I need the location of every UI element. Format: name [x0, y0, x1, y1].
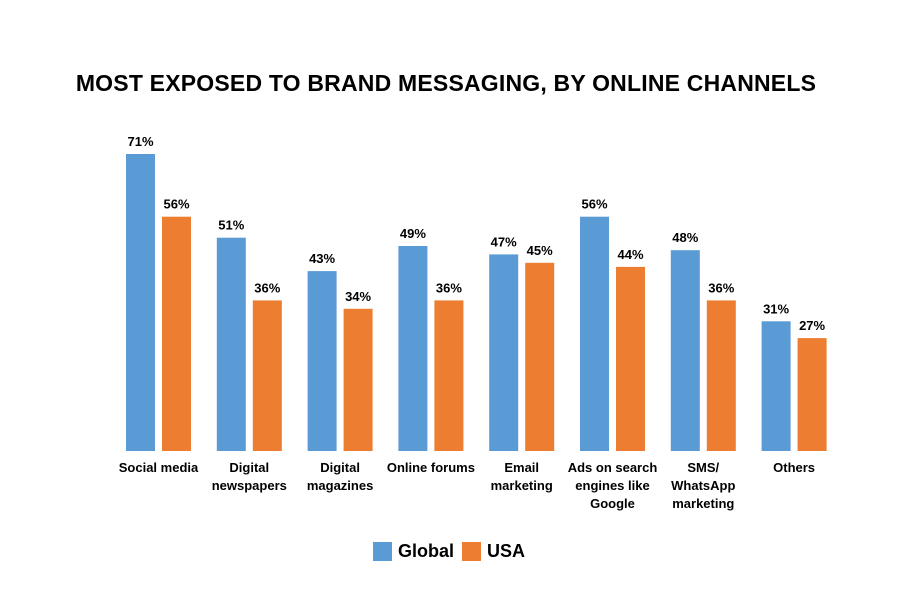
- value-label-usa-7: 27%: [799, 318, 825, 333]
- legend-label-usa: USA: [487, 541, 526, 561]
- category-label-1: Digital newspapers: [212, 460, 287, 493]
- category-label-4: Email marketing: [491, 460, 553, 493]
- category-label-6: SMS/WhatsApp marketing: [671, 460, 735, 511]
- legend-item-global: Global: [372, 541, 454, 562]
- bar-usa-6: [706, 300, 736, 451]
- bar-usa-5: [616, 266, 645, 451]
- value-label-global-7: 31%: [763, 301, 789, 316]
- value-label-global-6: 48%: [672, 230, 698, 245]
- legend-item-usa: USA: [462, 541, 525, 562]
- bar-usa-4: [525, 262, 555, 451]
- bar-usa-3: [434, 300, 464, 451]
- bar-global-7: [761, 321, 791, 451]
- bar-usa-1: [252, 300, 282, 451]
- value-label-global-2: 43%: [309, 251, 335, 266]
- legend-swatch-usa: [462, 542, 481, 561]
- category-labels-layer: Social media Digital newspapers Digital maga…: [119, 460, 815, 511]
- bar-global-0: [126, 154, 155, 451]
- bar-global-2: [307, 271, 337, 451]
- bar-usa-7: [797, 338, 827, 451]
- chart-title: MOST EXPOSED TO BRAND MESSAGING, BY ONLI…: [75, 70, 817, 96]
- legend-label-global: Global: [397, 541, 454, 561]
- category-label-0: Social media: [119, 460, 199, 475]
- category-label-5: Ads on search engines like Google: [568, 460, 658, 511]
- value-label-usa-4: 45%: [527, 243, 553, 258]
- bar-usa-0: [162, 216, 191, 451]
- category-label-3: Online forums: [387, 460, 475, 475]
- bar-global-1: [216, 237, 246, 451]
- legend: Global USA: [0, 541, 898, 562]
- legend-swatch-global: [372, 542, 392, 561]
- bar-global-5: [580, 216, 609, 451]
- bar-usa-2: [343, 308, 373, 451]
- value-label-usa-1: 36%: [254, 280, 280, 295]
- value-label-global-4: 47%: [491, 234, 517, 249]
- value-label-global-5: 56%: [581, 197, 607, 212]
- value-labels-layer: 71% 56% 51% 36% 43% 34% 49% 36% 47% 45% 56% 44% 48% 3…: [127, 134, 825, 333]
- category-label-7: Others: [773, 460, 815, 475]
- category-label-2: Digital magazines: [307, 460, 373, 493]
- bar-global-3: [398, 246, 428, 451]
- value-label-usa-5: 44%: [617, 247, 643, 262]
- value-label-usa-3: 36%: [436, 280, 462, 295]
- bars-layer: [126, 154, 827, 451]
- value-label-global-3: 49%: [400, 226, 426, 241]
- value-label-global-1: 51%: [218, 218, 244, 233]
- bar-global-6: [670, 250, 700, 451]
- value-label-usa-2: 34%: [345, 289, 371, 304]
- bar-global-4: [489, 254, 519, 451]
- value-label-usa-0: 56%: [163, 197, 189, 212]
- value-label-usa-6: 36%: [708, 280, 734, 295]
- value-label-global-0: 71%: [127, 134, 153, 149]
